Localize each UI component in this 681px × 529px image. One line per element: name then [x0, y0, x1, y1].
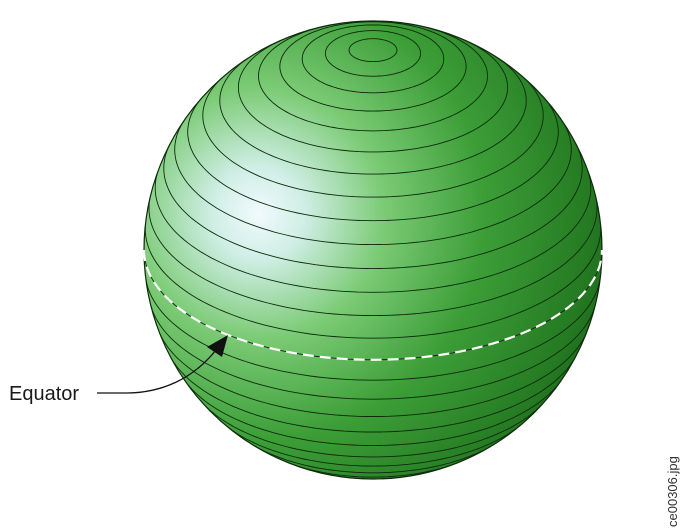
equator-arrow-head	[207, 335, 228, 357]
latitude-line	[279, 21, 467, 112]
latitude-line	[258, 23, 488, 132]
latitude-line	[301, 24, 445, 94]
sphere	[144, 21, 602, 479]
latitude-line	[324, 30, 422, 77]
equator-line	[142, 249, 604, 361]
latitude-line	[286, 461, 460, 478]
latitude-line	[237, 39, 509, 153]
latitude-line	[150, 306, 596, 400]
latitude-line	[252, 444, 494, 474]
latitude-line	[225, 424, 521, 467]
latitude-line	[203, 403, 543, 458]
latitude-line	[145, 278, 601, 381]
latitude-line	[174, 119, 572, 246]
latitude-line	[169, 355, 577, 433]
latitude-line	[163, 143, 583, 270]
latitude-line	[159, 333, 587, 417]
latitude-line	[154, 169, 592, 293]
latitude-line	[219, 57, 527, 175]
latitude-line	[187, 98, 559, 222]
equator-leader-line	[97, 349, 217, 394]
file-name-label: ce00306.jpg	[665, 456, 680, 527]
latitude-line	[202, 76, 544, 198]
latitude-line	[186, 382, 560, 447]
latitude-line	[148, 196, 598, 317]
latitude-line	[144, 225, 602, 339]
equator-label: Equator	[9, 383, 79, 405]
latitude-lines	[144, 21, 602, 479]
latitude-line	[348, 38, 398, 63]
